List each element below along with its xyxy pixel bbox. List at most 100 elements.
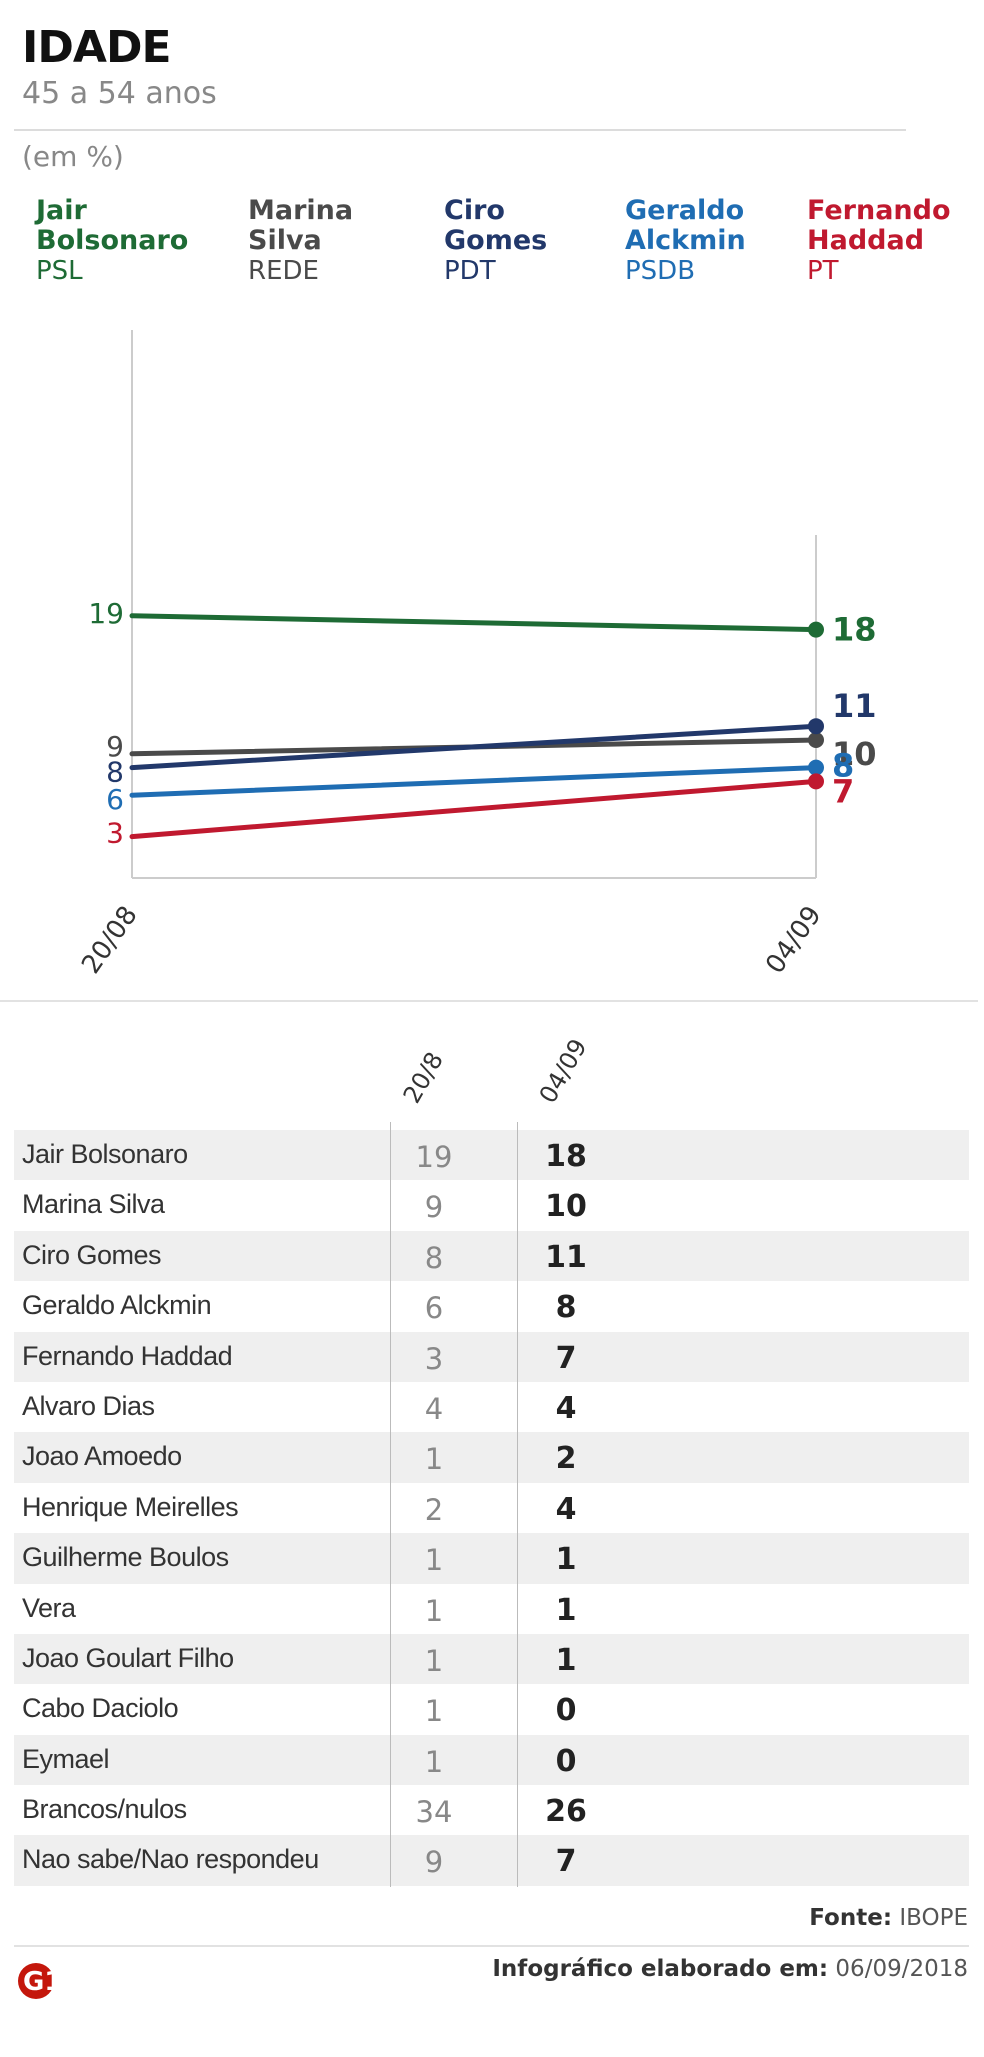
start-value-label: 8 [106, 756, 124, 789]
series-end-point [808, 732, 824, 748]
legend-name-line2: Haddad [807, 225, 925, 256]
table-row: Joao Amoedo 1 2 [14, 1432, 969, 1483]
end-value-label: 7 [832, 772, 854, 810]
page-title: IDADE [22, 22, 172, 73]
row-name: Joao Amoedo [22, 1441, 182, 1472]
row-value-1: 2 [424, 1492, 444, 1527]
legend-name-line2: Alckmin [625, 225, 746, 256]
row-value-1: 3 [424, 1341, 444, 1376]
legend-item: Jair Bolsonaro PSL [36, 195, 189, 287]
row-value-1: 1 [424, 1442, 444, 1477]
legend-party: PSL [36, 256, 83, 286]
row-name: Fernando Haddad [22, 1340, 233, 1371]
row-value-2: 7 [555, 1844, 577, 1880]
table-column-header-2: 04/09 [533, 1034, 593, 1108]
legend-party: PSDB [625, 256, 696, 286]
table-row: Guilherme Boulos 1 1 [14, 1533, 969, 1584]
legend-name-line2: Bolsonaro [36, 225, 189, 256]
series-end-point [808, 621, 824, 638]
start-value-label: 9 [106, 730, 124, 763]
row-name: Jair Bolsonaro [22, 1139, 188, 1169]
row-value-1: 4 [424, 1391, 444, 1426]
row-value-1: 6 [424, 1291, 444, 1326]
row-value-1: 9 [424, 1845, 444, 1880]
table-row: Cabo Daciolo 1 0 [14, 1684, 969, 1734]
series-line [129, 723, 819, 771]
results-table: Jair Bolsonaro 19 18 Marina Silva 9 10 Ciro Go… [14, 1130, 969, 1886]
row-value-1: 34 [415, 1795, 453, 1830]
row-value-1: 9 [424, 1190, 444, 1225]
legend-party: REDE [248, 256, 319, 286]
row-name: Eymael [22, 1743, 110, 1774]
page-subtitle: 45 a 54 anos [22, 76, 217, 111]
table-row: Henrique Meirelles 2 4 [14, 1483, 969, 1533]
row-value-2: 10 [545, 1189, 587, 1225]
legend-name-line2: Silva [248, 225, 322, 256]
divider [14, 129, 906, 131]
legend-name-line1: Fernando [807, 195, 951, 226]
row-value-2: 1 [555, 1542, 577, 1578]
row-name: Vera [22, 1592, 76, 1623]
source-note: Fonte: IBOPE [809, 1905, 968, 1931]
row-value-2: 4 [555, 1491, 577, 1527]
credit-note: Infográfico elaborado em: 06/09/2018 [492, 1956, 968, 1982]
row-value-1: 8 [424, 1240, 444, 1275]
row-name: Alvaro Dias [22, 1390, 155, 1421]
table-row: Joao Goulart Filho 1 1 [14, 1633, 969, 1685]
row-value-2: 11 [545, 1239, 587, 1275]
legend-name-line2: Gomes [444, 225, 548, 256]
table-row: Eymael 1 0 [14, 1734, 969, 1786]
logo-text: G1 [23, 1967, 62, 1997]
row-value-1: 1 [424, 1694, 444, 1729]
table-row: Geraldo Alckmin 6 8 [14, 1281, 969, 1331]
series-end-point [808, 773, 824, 790]
row-value-1: 1 [424, 1593, 444, 1628]
legend-party: PT [807, 256, 839, 286]
table-row: Nao sabe/Nao respondeu 9 7 [14, 1835, 969, 1886]
row-value-2: 26 [545, 1794, 587, 1830]
x-tick-label: 20/08 [76, 901, 144, 980]
series-line [129, 765, 819, 798]
row-value-2: 2 [555, 1441, 577, 1477]
row-value-2: 1 [555, 1592, 577, 1628]
legend-name-line1: Marina [248, 195, 354, 226]
legend-item: Geraldo Alckmin PSDB [625, 195, 746, 287]
row-name: Guilherme Boulos [22, 1542, 229, 1573]
legend-item: Marina Silva REDE [248, 195, 354, 287]
table-row: Jair Bolsonaro 19 18 [14, 1130, 969, 1181]
row-name: Henrique Meirelles [22, 1491, 239, 1522]
divider [0, 1000, 978, 1002]
row-name: Cabo Daciolo [22, 1693, 179, 1724]
end-value-label: 18 [832, 611, 877, 649]
end-value-label: 11 [832, 687, 877, 725]
series-line [129, 613, 819, 633]
table-column-divider [390, 1122, 391, 1887]
row-name: Nao sabe/Nao respondeu [22, 1844, 319, 1875]
start-value-label: 3 [106, 817, 124, 850]
row-name: Ciro Gomes [22, 1239, 162, 1270]
end-value-label: 10 [832, 735, 877, 773]
legend-name-line1: Jair [36, 195, 87, 226]
source-value: IBOPE [899, 1905, 968, 1931]
end-value-label: 8 [832, 747, 854, 785]
table-row: Brancos/nulos 34 26 [14, 1785, 969, 1835]
row-value-1: 1 [424, 1744, 444, 1779]
row-name: Marina Silva [22, 1189, 165, 1220]
credit-label: Infográfico elaborado em: [492, 1956, 829, 1982]
legend-item: Ciro Gomes PDT [444, 196, 548, 287]
table-row: Marina Silva 9 10 [14, 1180, 969, 1230]
table-row: Fernando Haddad 3 7 [14, 1331, 969, 1382]
row-name: Geraldo Alckmin [22, 1290, 212, 1321]
start-value-label: 6 [106, 783, 124, 816]
table-row: Vera 1 1 [14, 1584, 969, 1634]
table-row: Alvaro Dias 4 4 [14, 1382, 969, 1432]
table-column-divider [517, 1122, 518, 1887]
legend-item: Fernando Haddad PT [807, 195, 951, 287]
row-value-1: 1 [424, 1543, 444, 1578]
table-column-header-1: 20/8 [397, 1047, 449, 1108]
row-value-2: 7 [555, 1340, 577, 1376]
series-end-point [808, 759, 824, 776]
legend-name-line1: Geraldo [625, 195, 745, 226]
series-end-point [808, 718, 824, 735]
